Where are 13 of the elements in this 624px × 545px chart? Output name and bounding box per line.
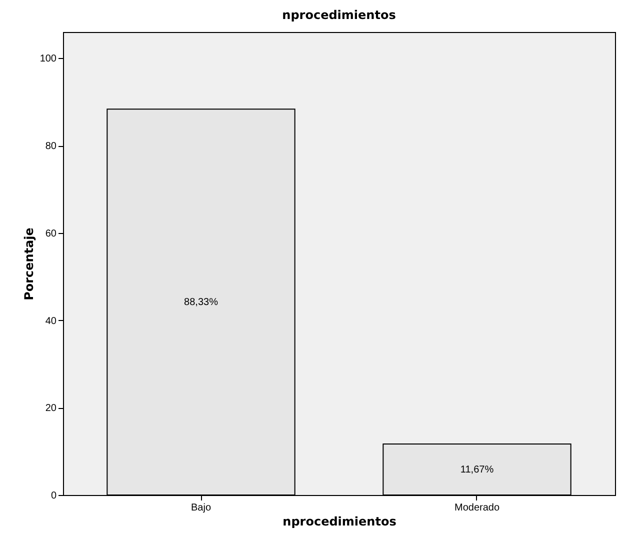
x-tick-label: Bajo — [190, 502, 212, 514]
y-axis-title: Porcentaje — [22, 228, 36, 300]
chart-title: nprocedimientos — [282, 8, 396, 22]
y-tick-label: 100 — [40, 54, 57, 65]
y-tick-label: 20 — [45, 403, 57, 414]
x-tick-label: Moderado — [454, 502, 500, 514]
x-axis-title: nprocedimientos — [282, 514, 396, 528]
y-tick-label: 40 — [45, 316, 57, 327]
data-label: 11,67% — [460, 464, 494, 476]
y-tick-label: 0 — [50, 490, 57, 502]
data-label: 88,33% — [184, 297, 218, 308]
y-tick-label: 60 — [45, 228, 57, 240]
y-tick-label: 80 — [45, 141, 57, 152]
